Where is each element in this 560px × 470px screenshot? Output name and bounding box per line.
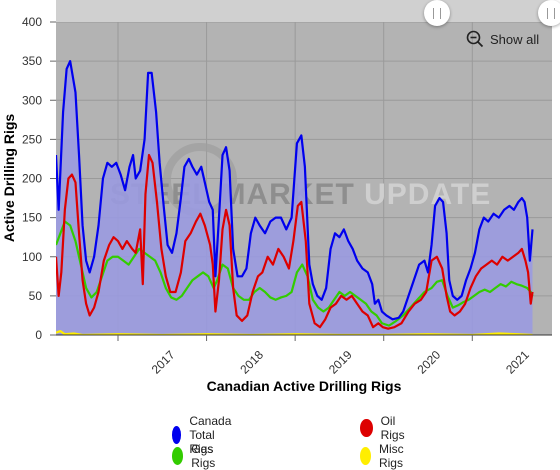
legend-item-oil[interactable]: Oil Rigs [360, 414, 410, 442]
x-tick-label: 2017 [149, 348, 178, 377]
legend-marker [172, 447, 184, 465]
legend-item-misc[interactable]: Misc Rigs [360, 442, 411, 470]
show-all-label: Show all [490, 31, 540, 47]
canada-total-area [56, 61, 533, 335]
x-tick-label: 2021 [503, 348, 532, 377]
legend-item-canada-total[interactable]: Canada Total Rigs [172, 414, 240, 456]
x-tick-label: 2020 [414, 348, 443, 377]
y-axis-title: Active Drilling Rigs [1, 114, 17, 243]
x-axis-title: Canadian Active Drilling Rigs [207, 378, 402, 394]
x-axis-ticks: 2017 2018 2019 2020 2021 [117, 335, 532, 377]
y-axis-ticks: 0 50 100 150 200 250 300 350 400 [22, 15, 56, 342]
y-tick-label: 150 [22, 211, 42, 225]
legend-marker [172, 426, 182, 444]
y-tick-label: 200 [22, 172, 42, 186]
navigator-right-handle[interactable] [538, 0, 560, 26]
series-layer [56, 60, 534, 335]
legend-label: Gas Rigs [191, 442, 216, 470]
legend-marker [360, 447, 371, 465]
y-tick-label: 400 [22, 15, 42, 29]
zoom-out-icon [466, 30, 484, 48]
legend-label: Misc Rigs [378, 442, 404, 470]
y-tick-label: 50 [29, 289, 43, 303]
oil-rigs-line [56, 153, 534, 330]
legend-item-gas[interactable]: Gas Rigs [172, 442, 222, 470]
x-tick-label: 2018 [237, 348, 266, 377]
legend-marker [360, 419, 373, 437]
y-tick-label: 300 [22, 93, 42, 107]
navigator-left-handle[interactable] [424, 0, 450, 26]
y-tick-label: 350 [22, 54, 42, 68]
legend-label: Canada Total Rigs [189, 414, 232, 456]
y-tick-label: 0 [35, 328, 42, 342]
gas-rigs-line [56, 220, 534, 327]
canada-total-rigs-line [56, 60, 534, 321]
show-all-button[interactable]: Show all [466, 28, 539, 50]
y-tick-label: 250 [22, 132, 42, 146]
y-tick-label: 100 [22, 250, 42, 264]
navigator-range-band[interactable] [56, 0, 552, 22]
legend-label: Oil Rigs [380, 414, 405, 442]
misc-rigs-line [56, 329, 533, 335]
x-tick-label: 2019 [326, 348, 355, 377]
